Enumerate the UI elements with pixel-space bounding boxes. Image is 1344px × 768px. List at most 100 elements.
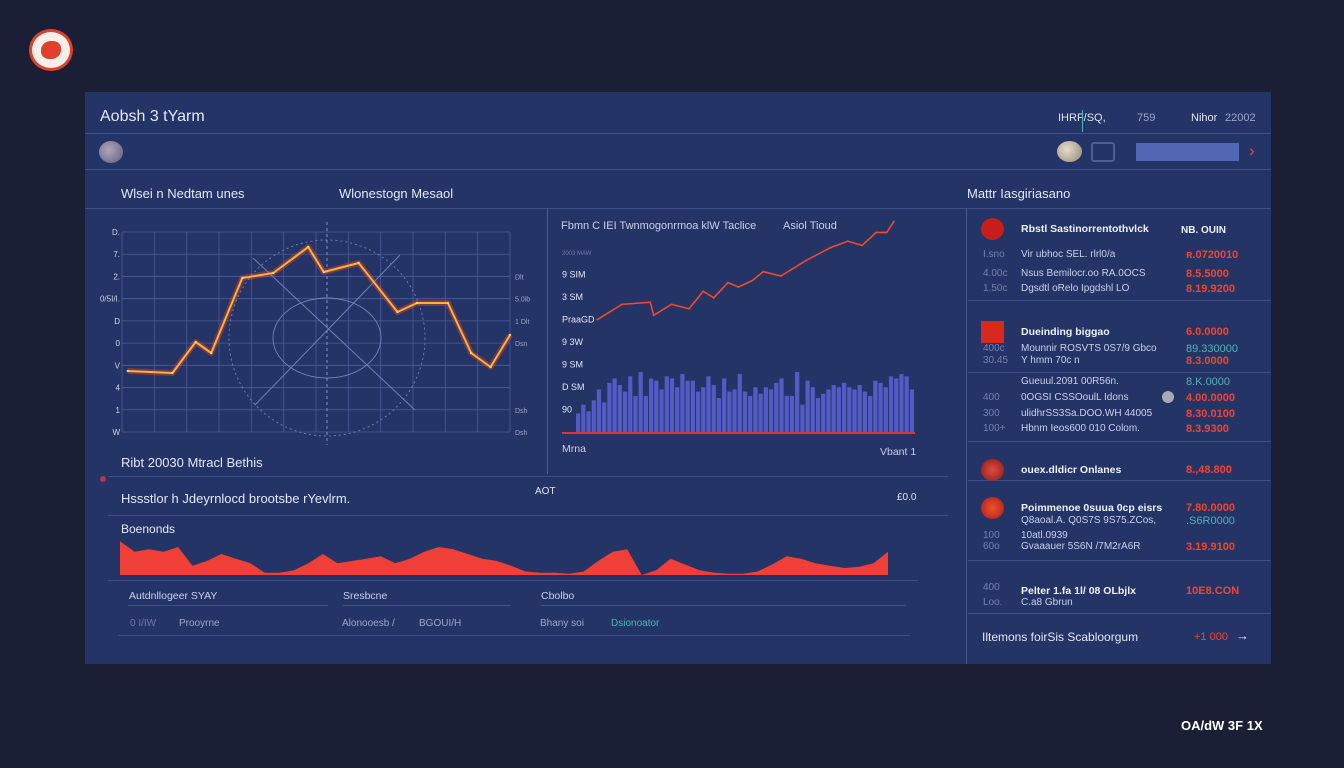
data-point xyxy=(885,231,888,234)
data-point xyxy=(322,270,325,274)
data-point xyxy=(688,307,690,310)
sidebar-row-index: Loo. xyxy=(983,597,1003,608)
middle-chart-legend: Asiol Tioud xyxy=(783,220,837,232)
sidebar-row-text[interactable]: Dgsdtl oRelo Ipgdshl LO xyxy=(1021,283,1130,294)
table-cell-status: Dsionoator xyxy=(611,618,660,629)
bar xyxy=(654,380,659,433)
sidebar-row-text[interactable]: C.a8 Gbrun xyxy=(1021,597,1073,608)
search-input[interactable] xyxy=(1136,143,1239,161)
data-point xyxy=(762,270,765,273)
data-point xyxy=(171,371,174,375)
bar xyxy=(742,391,748,433)
y-tick-label: 9 SIM xyxy=(562,270,586,280)
bar xyxy=(753,387,758,433)
left-line-chart: D. 7. 2. 0/5I/I. D 0 V 4 1 W Dlt 5.0ib 1 Dlt Dsn Dsh Ds… xyxy=(100,222,530,445)
bar xyxy=(878,382,883,433)
sidebar-row-text[interactable]: ulidhrSS3Sa.DOO.WH 44005 xyxy=(1021,408,1153,419)
table-header-1[interactable]: Autdnllogeer SYAY xyxy=(129,590,218,602)
divider xyxy=(85,208,1271,209)
left-chart-footer: Ribt 20030 Mtracl Bethis xyxy=(121,455,263,470)
sidebar-row-index: 60o xyxy=(983,541,1000,552)
data-point xyxy=(446,301,450,305)
bar xyxy=(581,404,586,433)
y-tick-label-right: Dsh xyxy=(515,430,528,437)
bar xyxy=(607,382,612,433)
y-tick-label: D SM xyxy=(562,382,585,392)
chevron-right-icon[interactable]: › xyxy=(1249,141,1255,160)
bar xyxy=(643,395,649,433)
sidebar-row-text[interactable]: Gvaaauer 5S6N /7M2rA6R xyxy=(1021,541,1141,552)
red-circle-icon xyxy=(981,218,1004,240)
red-dot-marker xyxy=(100,476,106,482)
sidebar-row-index: 400c xyxy=(983,343,1005,354)
bar xyxy=(758,393,763,433)
user-avatar[interactable] xyxy=(99,141,123,163)
y-tick-label: 7. xyxy=(113,250,120,259)
line-series xyxy=(596,221,895,321)
header-stat-c-value: 22002 xyxy=(1225,112,1256,124)
summary-right: £0.0 xyxy=(897,492,917,503)
table-header-3[interactable]: Cbolbo xyxy=(541,590,575,602)
sidebar-row-text[interactable]: Q8aoal.A. Q0S7S 9S75.ZCos, xyxy=(1021,515,1157,526)
sidebar-row-value: 8.K.0000 xyxy=(1186,376,1231,388)
sidebar-row-text[interactable]: Gueuul.2091 00R56n. xyxy=(1021,376,1119,387)
sidebar-group-title: Dueinding biggao xyxy=(1021,326,1110,338)
data-point xyxy=(194,340,197,344)
data-point xyxy=(596,318,599,321)
y-tick-label: PraaGD xyxy=(562,315,595,325)
bar xyxy=(659,389,664,433)
footer-brand: OA/dW 3F 1X xyxy=(1181,718,1263,733)
data-point xyxy=(357,261,360,265)
arrow-right-icon[interactable]: → xyxy=(1236,628,1249,643)
bar xyxy=(847,387,852,433)
status-dot-icon xyxy=(1162,391,1174,403)
sidebar-row-text[interactable]: 10atl.0939 xyxy=(1021,530,1068,541)
sidebar-row-text[interactable]: Nsus Bemilocr.oo RA.0OCS xyxy=(1021,268,1146,279)
divider xyxy=(968,300,1271,301)
bar xyxy=(649,378,654,433)
sidebar-row-text[interactable]: Hbnm Ieos600 010 Colom. xyxy=(1021,423,1140,434)
bar xyxy=(831,385,836,433)
bar xyxy=(586,411,591,433)
bar xyxy=(591,400,596,433)
x-tick-start: Mrna xyxy=(562,443,586,455)
divider xyxy=(108,515,948,516)
bar xyxy=(711,385,716,433)
sidebar-row-text[interactable]: 0OGSI CSSOoulL Idons xyxy=(1021,392,1129,403)
document-icon[interactable] xyxy=(1091,142,1115,162)
divider xyxy=(541,605,906,606)
bar xyxy=(622,391,628,433)
sidebar-row-index: 300 xyxy=(983,408,1000,419)
bar xyxy=(768,389,774,433)
sidebar-row-text[interactable]: Mounnir ROSVTS 0S7/9 Gbco xyxy=(1021,343,1157,354)
bar xyxy=(690,380,695,433)
header-stat-b: 759 xyxy=(1137,112,1156,124)
divider xyxy=(547,208,548,474)
bar xyxy=(680,374,685,433)
sidebar-group-title: Pelter 1.fa 1l/ 08 OLbjlx xyxy=(1021,585,1136,597)
y-tick-label: 2. xyxy=(113,272,120,281)
sidebar-row-text[interactable]: Vir ubhoc SEL. rlrl0/a xyxy=(1021,249,1116,260)
sidebar-footer-link[interactable]: Iltemons foirSis Scabloorgum xyxy=(982,630,1139,644)
data-point xyxy=(126,369,130,373)
sidebar-row-text[interactable]: Y hmm 70c n xyxy=(1021,355,1080,366)
data-point xyxy=(804,259,807,262)
bar xyxy=(576,413,581,433)
brand-logo[interactable] xyxy=(29,29,73,71)
coin-icon[interactable] xyxy=(1057,141,1082,162)
area-chart xyxy=(120,541,888,575)
divider xyxy=(128,605,328,606)
bar xyxy=(685,380,690,433)
sidebar-row-index: 400 xyxy=(983,392,1000,403)
bar xyxy=(873,380,878,433)
left-section-title: Wlsei n Nedtam unes xyxy=(121,186,245,201)
table-header-2[interactable]: Sresbcne xyxy=(343,590,388,602)
table-cell: Alonooesb / xyxy=(342,618,395,629)
sidebar-row-index: 30.45 xyxy=(983,355,1009,366)
sidebar-row-index: I.sno xyxy=(983,249,1005,260)
area-series xyxy=(120,541,888,575)
header-stat-a: IHRF/SQ, xyxy=(1058,112,1106,124)
bar xyxy=(899,374,904,433)
data-point xyxy=(702,290,705,293)
bar xyxy=(894,378,899,433)
